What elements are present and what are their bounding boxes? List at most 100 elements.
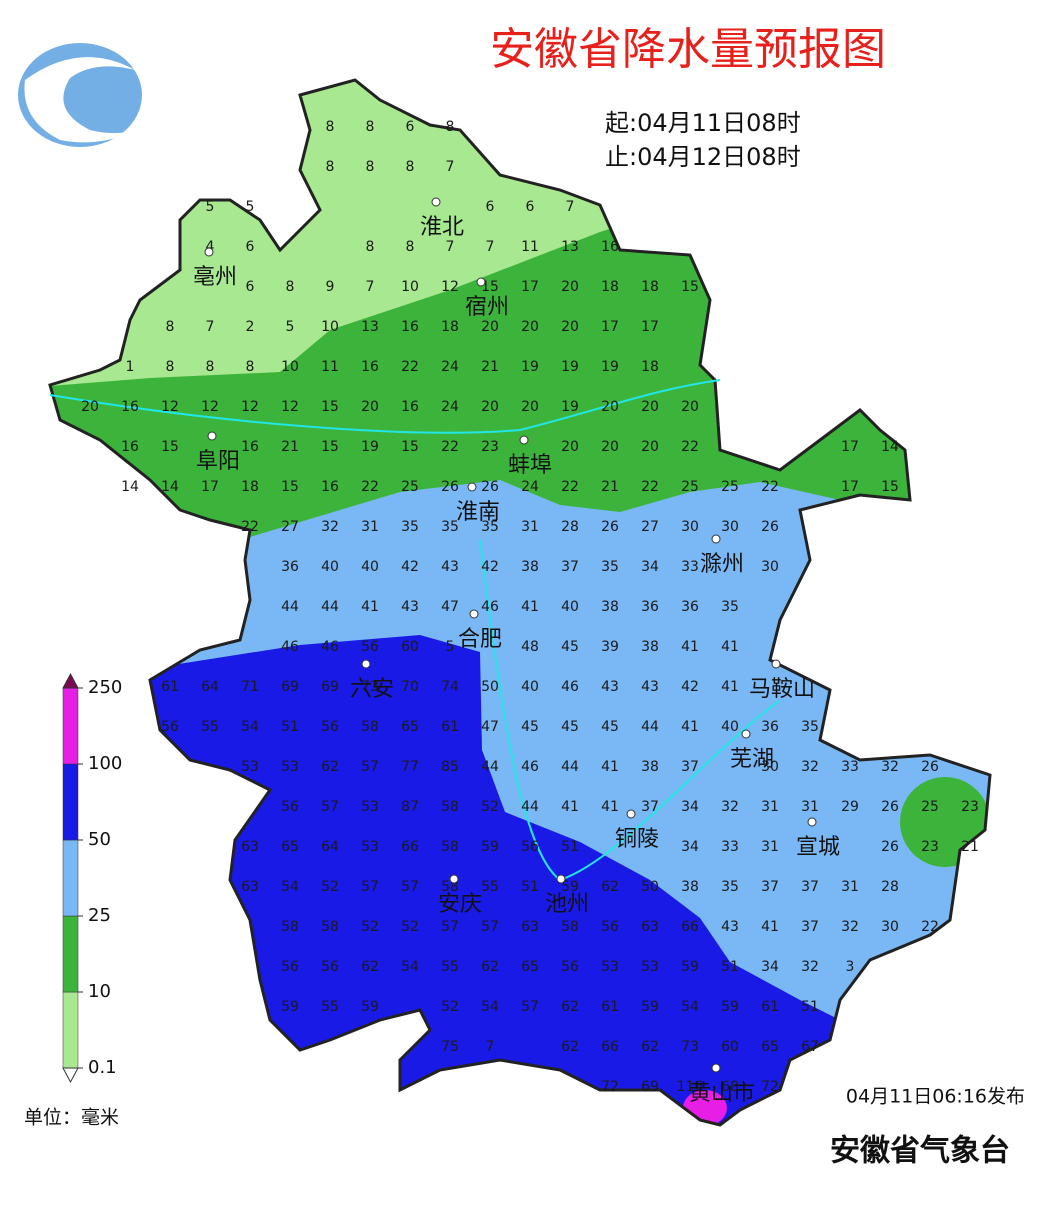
grid-value: 56 xyxy=(361,639,379,655)
grid-value: 20 xyxy=(641,399,659,415)
grid-value: 20 xyxy=(561,319,579,335)
grid-value: 58 xyxy=(361,719,379,735)
city-label: 芜湖 xyxy=(730,747,774,772)
city-dot xyxy=(361,659,371,669)
end-time: 止:04月12日08时 xyxy=(605,143,801,171)
grid-value: 15 xyxy=(681,279,699,295)
grid-value: 34 xyxy=(681,839,699,855)
grid-value: 33 xyxy=(841,759,859,775)
grid-value: 31 xyxy=(801,799,819,815)
grid-value: 32 xyxy=(801,759,819,775)
grid-value: 72 xyxy=(761,1079,779,1095)
grid-value: 51 xyxy=(281,719,299,735)
city-dot xyxy=(626,809,636,819)
grid-value: 34 xyxy=(641,559,659,575)
grid-value: 62 xyxy=(361,959,379,975)
legend-swatch xyxy=(62,687,79,765)
grid-value: 56 xyxy=(281,799,299,815)
grid-value: 28 xyxy=(881,879,899,895)
city-dot xyxy=(711,1063,721,1073)
grid-value: 22 xyxy=(241,519,259,535)
grid-value: 73 xyxy=(361,679,379,695)
grid-value: 20 xyxy=(561,279,579,295)
city-label: 合肥 xyxy=(458,627,502,652)
grid-value: 8 xyxy=(406,239,415,255)
grid-value: 36 xyxy=(681,599,699,615)
legend-tick-label: 10 xyxy=(88,981,111,1002)
city-label: 淮南 xyxy=(456,500,500,525)
grid-value: 46 xyxy=(281,639,299,655)
grid-value: 66 xyxy=(681,919,699,935)
grid-value: 65 xyxy=(521,959,539,975)
city-dot xyxy=(807,817,817,827)
grid-value: 20 xyxy=(561,439,579,455)
grid-value: 54 xyxy=(281,879,299,895)
grid-value: 43 xyxy=(401,599,419,615)
grid-value: 64 xyxy=(201,679,219,695)
grid-value: 24 xyxy=(521,479,539,495)
grid-value: 52 xyxy=(441,999,459,1015)
grid-value: 6 xyxy=(526,199,535,215)
grid-value: 4 xyxy=(206,239,215,255)
grid-value: 65 xyxy=(281,839,299,855)
grid-value: 51 xyxy=(521,879,539,895)
grid-value: 42 xyxy=(481,559,499,575)
grid-value: 28 xyxy=(561,519,579,535)
grid-value: 5 xyxy=(246,199,255,215)
grid-value: 16 xyxy=(361,359,379,375)
grid-value: 35 xyxy=(721,879,739,895)
grid-value: 58 xyxy=(441,799,459,815)
grid-value: 52 xyxy=(321,879,339,895)
grid-value: 44 xyxy=(481,759,499,775)
grid-value: 61 xyxy=(161,679,179,695)
grid-value: 31 xyxy=(841,879,859,895)
grid-value: 23 xyxy=(961,799,979,815)
city-label: 六安 xyxy=(350,677,394,702)
city-label: 宿州 xyxy=(465,295,509,320)
grid-value: 43 xyxy=(441,559,459,575)
grid-value: 20 xyxy=(681,399,699,415)
grid-value: 45 xyxy=(601,719,619,735)
grid-value: 66 xyxy=(601,1039,619,1055)
grid-value: 18 xyxy=(441,319,459,335)
grid-value: 8 xyxy=(366,239,375,255)
grid-value: 41 xyxy=(361,599,379,615)
grid-value: 10 xyxy=(321,319,339,335)
legend-tick-label: 25 xyxy=(88,905,111,926)
grid-value: 22 xyxy=(361,479,379,495)
grid-value: 14 xyxy=(121,479,139,495)
grid-value: 24 xyxy=(441,399,459,415)
grid-value: 19 xyxy=(601,359,619,375)
grid-value: 17 xyxy=(641,319,659,335)
grid-value: 77 xyxy=(401,759,419,775)
grid-value: 3 xyxy=(846,959,855,975)
grid-value: 36 xyxy=(281,559,299,575)
grid-value: 26 xyxy=(601,519,619,535)
grid-value: 38 xyxy=(641,759,659,775)
grid-value: 44 xyxy=(281,599,299,615)
grid-value: 38 xyxy=(681,879,699,895)
grid-value: 20 xyxy=(481,399,499,415)
grid-value: 35 xyxy=(481,519,499,535)
grid-value: 20 xyxy=(521,319,539,335)
grid-value: 70 xyxy=(401,679,419,695)
grid-value: 26 xyxy=(441,479,459,495)
grid-value: 47 xyxy=(481,719,499,735)
grid-value: 20 xyxy=(481,319,499,335)
grid-value: 37 xyxy=(761,879,779,895)
grid-value: 34 xyxy=(761,959,779,975)
grid-value: 46 xyxy=(521,759,539,775)
grid-value: 29 xyxy=(841,799,859,815)
grid-value: 15 xyxy=(161,439,179,455)
grid-value: 21 xyxy=(281,439,299,455)
grid-value: 59 xyxy=(561,879,579,895)
city-dot xyxy=(204,247,214,257)
city-dot xyxy=(449,874,459,884)
grid-value: 23 xyxy=(481,439,499,455)
grid-value: 8 xyxy=(166,319,175,335)
grid-value: 44 xyxy=(521,799,539,815)
grid-value: 8 xyxy=(366,119,375,135)
